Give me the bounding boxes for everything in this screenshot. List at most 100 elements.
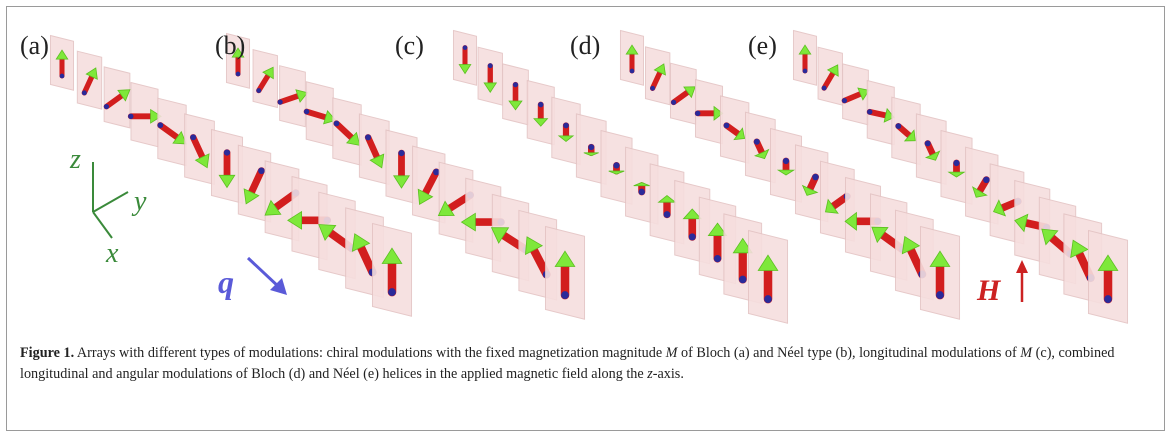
arrow-tail bbox=[753, 138, 760, 145]
panel-label: (c) bbox=[395, 31, 424, 60]
arrow-head bbox=[525, 236, 544, 256]
arrow-tail bbox=[802, 68, 808, 74]
axis-label: x bbox=[105, 238, 119, 269]
arrow-head bbox=[871, 226, 889, 244]
arrow-shaft bbox=[81, 74, 95, 96]
arrow-shaft bbox=[529, 245, 551, 279]
arrow-tail bbox=[103, 104, 110, 110]
arrow-tail bbox=[867, 109, 873, 115]
h-arrowhead bbox=[1016, 260, 1028, 273]
arrow-head bbox=[707, 222, 728, 236]
arrow-tail bbox=[128, 113, 134, 120]
arrow-head bbox=[1041, 228, 1059, 246]
arrow-head bbox=[318, 224, 337, 242]
arrow-head bbox=[243, 188, 260, 205]
arrow-tail bbox=[256, 88, 262, 94]
arrow-head bbox=[924, 150, 941, 161]
panel-label: (b) bbox=[215, 31, 245, 60]
arrow-shaft bbox=[356, 243, 377, 277]
caption-text: Arrays with different types of modulatio… bbox=[76, 345, 666, 361]
arrow-tail bbox=[303, 108, 310, 115]
arrow-tail bbox=[190, 134, 197, 141]
arrow-tail bbox=[671, 99, 677, 105]
caption-text: of Bloch (a) and Néel type (b), longitud… bbox=[677, 345, 1021, 361]
arrow-head bbox=[345, 131, 361, 146]
arrow-head bbox=[754, 148, 770, 160]
arrow-head bbox=[757, 254, 779, 271]
arrow-head bbox=[883, 107, 895, 123]
arrow-shaft bbox=[821, 70, 836, 91]
arrow-tail bbox=[782, 157, 790, 165]
caption-text: -axis. bbox=[652, 366, 684, 382]
arrow-head bbox=[972, 186, 988, 198]
arrow-tail bbox=[713, 254, 722, 263]
arrow-head bbox=[801, 184, 819, 196]
arrow-head bbox=[653, 63, 666, 76]
arrow-shaft bbox=[103, 92, 125, 110]
arrow-tail bbox=[487, 63, 493, 69]
arrow-tail bbox=[953, 159, 960, 167]
arrow-head bbox=[929, 250, 951, 267]
h-label: H bbox=[976, 274, 1002, 307]
arrow-head bbox=[194, 153, 210, 169]
q-arrowhead bbox=[270, 278, 287, 295]
arrow-tail bbox=[613, 162, 620, 169]
arrow-tail bbox=[388, 288, 396, 296]
arrow-head bbox=[117, 89, 131, 102]
arrow-shaft bbox=[841, 91, 864, 104]
arrow-tail bbox=[629, 68, 635, 74]
axis-icon bbox=[92, 162, 129, 239]
arrow-tail bbox=[512, 82, 519, 88]
caption: Figure 1. Arrays with different types of… bbox=[20, 343, 1150, 385]
arrow-head bbox=[683, 86, 696, 99]
arrow-head bbox=[351, 233, 371, 252]
caption-label: Figure 1. bbox=[20, 345, 75, 361]
arrow-tail bbox=[695, 110, 701, 117]
arrow-tail bbox=[738, 275, 747, 284]
caption-symbol: z bbox=[647, 366, 653, 382]
arrow-shaft bbox=[364, 134, 381, 161]
arrow-tail bbox=[723, 122, 730, 129]
figure-frame bbox=[6, 6, 1165, 431]
arrow-head bbox=[295, 89, 309, 103]
arrow-shaft bbox=[303, 108, 329, 121]
y-axis bbox=[92, 191, 129, 213]
arrow-head bbox=[903, 129, 916, 142]
arrow-shaft bbox=[866, 108, 889, 119]
q-label: q bbox=[218, 264, 234, 300]
arrow-head bbox=[583, 152, 599, 157]
arrow-head bbox=[732, 237, 753, 254]
arrow-head bbox=[369, 153, 385, 169]
arrow-head bbox=[437, 200, 455, 216]
arrow-head bbox=[172, 130, 187, 145]
arrow-tail bbox=[157, 122, 164, 129]
panel-label: (e) bbox=[748, 31, 777, 60]
arrow-shaft bbox=[649, 69, 663, 91]
arrow-tail bbox=[895, 123, 902, 129]
arrow-head bbox=[947, 171, 966, 178]
arrow-head bbox=[218, 174, 236, 189]
arrow-head bbox=[901, 235, 921, 255]
arrow-head bbox=[393, 175, 410, 189]
arrow-head bbox=[625, 44, 639, 55]
arrow-tail bbox=[223, 149, 231, 156]
arrow-shaft bbox=[189, 134, 206, 161]
arrow-tail bbox=[561, 291, 569, 299]
arrow-shaft bbox=[421, 168, 440, 197]
arrow-tail bbox=[433, 168, 440, 176]
caption-symbol: M bbox=[1020, 345, 1033, 361]
arrow-tail bbox=[812, 173, 819, 181]
arrow-head bbox=[798, 44, 812, 55]
arrow-tail bbox=[821, 85, 827, 91]
arrow-head bbox=[458, 64, 472, 75]
arrow-head bbox=[992, 199, 1007, 217]
arrow-tail bbox=[462, 45, 468, 50]
arrow-head bbox=[287, 210, 303, 230]
arrow-head bbox=[264, 199, 282, 216]
arrow-head bbox=[460, 212, 476, 232]
arrow-head bbox=[554, 250, 576, 267]
axis-label: y bbox=[131, 186, 147, 217]
arrow-tail bbox=[924, 140, 931, 147]
arrow-tail bbox=[59, 73, 65, 79]
panel-label: (a) bbox=[20, 31, 49, 60]
